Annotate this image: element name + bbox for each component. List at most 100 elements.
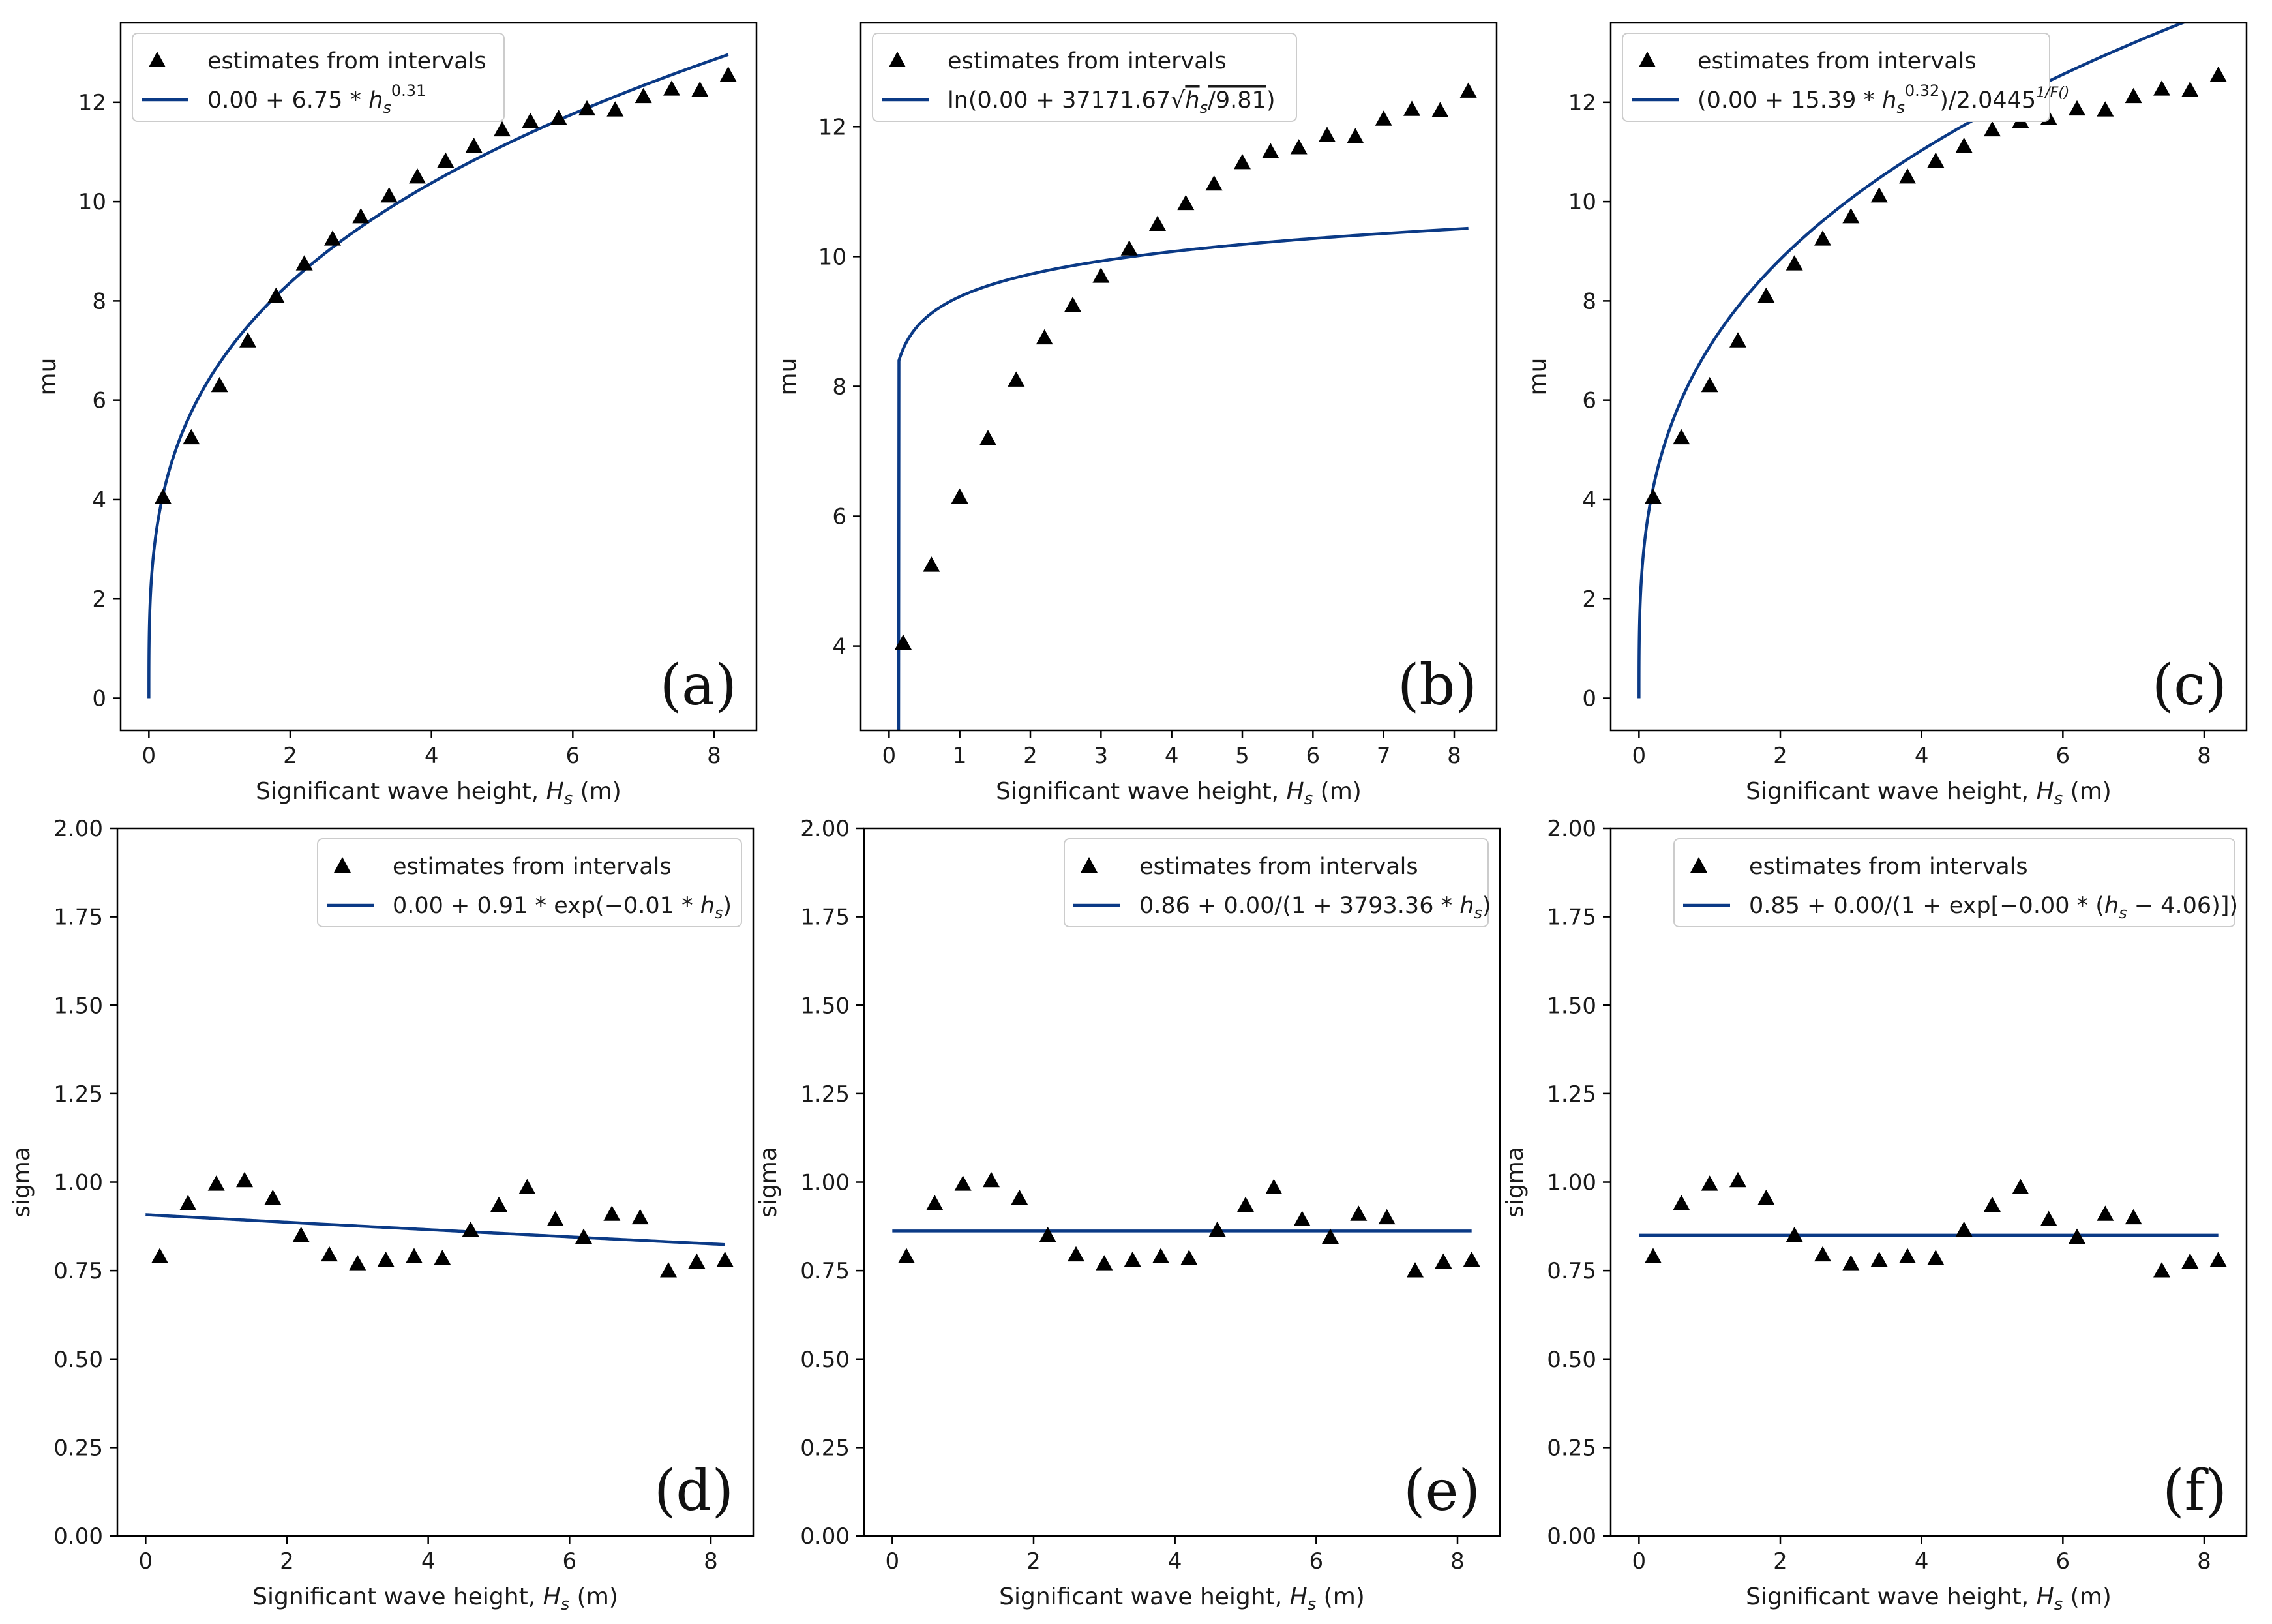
data-point-f [1984,1196,2001,1212]
data-point-d [236,1171,253,1188]
legend-points-label: estimates from intervals [393,854,672,880]
y-tick-label: 1.75 [800,905,850,931]
data-point-c [1955,137,1973,153]
x-tick-label: 0 [1632,1548,1647,1574]
data-point-b [979,430,996,445]
x-tick-label: 1 [953,743,967,769]
y-axis-label: sigma [1502,1147,1529,1218]
data-point-f [2012,1179,2029,1195]
x-tick-label: 0 [882,743,897,769]
panel-label: (c) [2152,653,2227,718]
data-point-f [1786,1226,1803,1242]
data-point-b [1092,267,1110,283]
data-point-c [2153,80,2170,96]
data-point-a [380,187,398,203]
legend-marker-icon [149,52,166,67]
legend-box [317,838,742,927]
axes-frame [119,22,758,732]
y-tick-label: 4 [1582,487,1596,513]
data-point-e [983,1171,1000,1188]
x-tick-label: 3 [1094,743,1109,769]
data-point-c [1786,255,1803,271]
legend-fit-label: 0.00 + 0.91 * exp(−0.01 * hs) [393,893,732,922]
x-tick-label: 4 [425,743,439,769]
data-point-d [292,1226,310,1242]
data-point-e [1435,1253,1452,1269]
y-tick-label: 1.50 [800,993,850,1019]
x-tick-label: 0 [886,1548,900,1574]
axes-frame [1609,22,2248,732]
data-point-d [264,1189,282,1205]
legend: estimates from intervals 0.85 + 0.00/(1 +… [1673,838,2238,927]
data-point-b [923,556,940,572]
x-tick-label: 6 [1306,743,1321,769]
data-point-f [2209,1251,2227,1267]
panel-label: (a) [660,653,737,718]
data-point-e [1208,1221,1226,1237]
data-point-d [660,1262,677,1278]
x-tick-label: 6 [2056,743,2070,769]
data-point-f [1927,1250,1945,1265]
legend-points-label: estimates from intervals [948,48,1227,74]
data-point-c [2069,100,2085,116]
panel-label: (d) [654,1458,734,1524]
data-point-a [409,168,426,184]
panel-a: 0 2 4 6 8 10 12 0 2 4 6 8 Significant wave height, H… [35,22,758,809]
data-point-a [494,121,511,137]
legend-fit-label: 0.00 + 6.75 * hs0.31 [207,82,426,117]
data-point-e [1463,1251,1480,1267]
legend-marker-icon [1081,857,1098,873]
data-point-c [2097,101,2114,117]
data-point-e [1293,1210,1311,1226]
x-tick-label: 8 [1447,743,1461,769]
y-tick-label: 10 [1568,189,1596,215]
panel-label: (b) [1398,653,1477,718]
data-point-a [183,429,200,445]
y-tick-label: 2 [1582,586,1596,612]
data-point-a [719,66,737,82]
y-tick-label: 0.00 [800,1524,850,1550]
legend-points-label: estimates from intervals [1697,48,1977,74]
fit-line-d [145,1213,725,1246]
y-axis-label: mu [775,358,801,396]
data-point-d [321,1246,338,1262]
data-point-c [1870,187,1888,203]
data-point-d [462,1221,479,1237]
x-tick-label: 6 [2056,1548,2070,1574]
y-tick-label: 2.00 [53,816,103,842]
legend-box [872,33,1297,122]
legend-box [132,33,505,122]
data-point-d [688,1253,706,1269]
x-tick-label: 8 [1450,1548,1465,1574]
data-point-e [1152,1248,1169,1263]
x-tick-label: 6 [566,743,580,769]
data-point-b [1347,128,1364,143]
data-point-b [1149,215,1166,231]
legend: estimates from intervals (0.00 + 15.39 * … [1622,33,2069,122]
y-axis-label: sigma [755,1147,782,1218]
data-point-a [606,101,624,117]
data-point-d [575,1228,592,1244]
data-point-b [1403,100,1420,116]
data-point-c [1729,332,1746,348]
data-point-c [1899,168,1916,184]
data-point-d [518,1179,536,1195]
data-point-f [2181,1253,2199,1269]
fit-line-b [897,226,1469,730]
x-tick-label: 5 [1235,743,1249,769]
x-tick-label: 8 [2197,1548,2211,1574]
y-tick-label: 6 [92,388,106,414]
y-tick-label: 0.25 [800,1435,850,1461]
data-point-b [1205,175,1223,191]
data-point-b [1459,82,1477,98]
x-tick-label: 7 [1377,743,1391,769]
legend-marker-icon [334,857,351,873]
x-axis-label: Significant wave height, Hs (m) [1746,778,2112,809]
y-axis-label: sigma [8,1147,35,1218]
data-point-e [1039,1226,1056,1242]
data-point-f [1842,1255,1860,1271]
data-point-d [603,1205,621,1221]
data-point-d [207,1175,225,1191]
data-point-d [631,1209,649,1225]
